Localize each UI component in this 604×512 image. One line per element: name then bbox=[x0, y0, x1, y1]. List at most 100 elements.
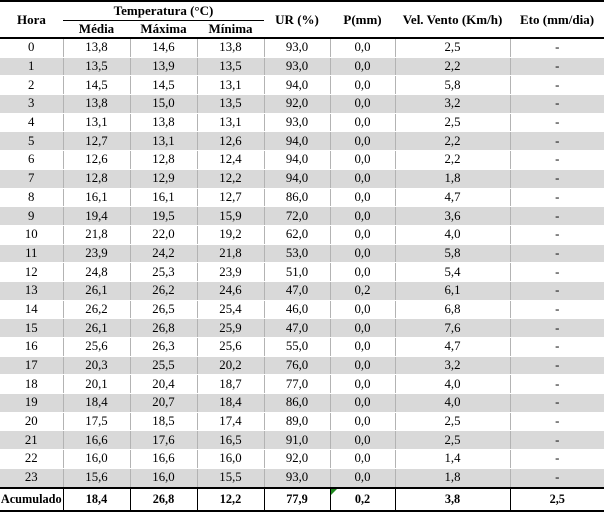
cell-eto: - bbox=[510, 356, 604, 376]
cell-p: 0,0 bbox=[330, 225, 396, 245]
cell-maxima: 26,2 bbox=[130, 281, 198, 301]
cell-ur: 92,0 bbox=[264, 449, 331, 469]
cell-eto: - bbox=[510, 468, 604, 489]
cell-minima: 25,4 bbox=[197, 300, 265, 320]
cell-minima: 12,6 bbox=[197, 131, 265, 152]
cell-eto: - bbox=[510, 430, 604, 451]
cell-eto: - bbox=[510, 113, 604, 133]
table-row: 6 12,6 12,8 12,4 94,0 0,0 2,2- bbox=[0, 150, 604, 170]
cell-hora: 16 bbox=[0, 337, 64, 357]
cell-maxima: 14,6 bbox=[130, 38, 198, 58]
cell-eto: - bbox=[510, 169, 604, 189]
cell-media: 16,6 bbox=[63, 430, 131, 451]
acumulado-label: Acumulado bbox=[0, 486, 64, 511]
cell-ur: 89,0 bbox=[264, 412, 331, 432]
cell-hora: 19 bbox=[0, 393, 64, 413]
cell-ur: 62,0 bbox=[264, 225, 331, 245]
cell-vento: 1,8 bbox=[395, 468, 511, 489]
cell-eto: - bbox=[510, 393, 604, 413]
cell-ur: 47,0 bbox=[264, 281, 331, 301]
cell-p: 0,0 bbox=[330, 150, 396, 170]
cell-minima: 12,2 bbox=[197, 169, 265, 189]
cell-vento: 2,5 bbox=[395, 38, 511, 58]
table-row: 17 20,3 25,5 20,2 76,0 0,0 3,2- bbox=[0, 356, 604, 376]
cell-ur: 86,0 bbox=[264, 188, 331, 208]
cell-minima: 13,1 bbox=[197, 113, 265, 133]
col-header-temperatura-group: Temperatura (°C) bbox=[63, 1, 265, 21]
table-row: 22 16,0 16,6 16,0 92,0 0,0 1,4- bbox=[0, 449, 604, 469]
cell-ur: 91,0 bbox=[264, 430, 331, 451]
cell-minima: 13,1 bbox=[197, 75, 265, 96]
cell-eto: - bbox=[510, 150, 604, 170]
cell-hora: 2 bbox=[0, 75, 64, 96]
cell-maxima: 13,9 bbox=[130, 57, 198, 77]
table-row: 11 23,9 24,2 21,8 53,0 0,0 5,8- bbox=[0, 244, 604, 264]
cell-p: 0,0 bbox=[330, 113, 396, 133]
cell-hora: 6 bbox=[0, 150, 64, 170]
cell-eto: - bbox=[510, 318, 604, 338]
cell-eto: - bbox=[510, 57, 604, 77]
cell-p: 0,0 bbox=[330, 374, 396, 395]
acumulado-vel-vento: 3,8 bbox=[395, 486, 511, 511]
cell-maxima: 16,0 bbox=[130, 468, 198, 489]
cell-ur: 93,0 bbox=[264, 57, 331, 77]
cell-media: 13,8 bbox=[63, 38, 131, 58]
cell-vento: 2,2 bbox=[395, 150, 511, 170]
cell-p: 0,0 bbox=[330, 300, 396, 320]
table-row: 15 26,1 26,8 25,9 47,0 0,0 7,6- bbox=[0, 318, 604, 338]
cell-hora: 11 bbox=[0, 244, 64, 264]
cell-hora: 15 bbox=[0, 318, 64, 338]
cell-media: 26,1 bbox=[63, 281, 131, 301]
table-footer: Acumulado 18,4 26,8 12,2 77,9 0,2 3,8 2,… bbox=[0, 486, 604, 511]
table-row: 10 21,8 22,0 19,2 62,0 0,0 4,0- bbox=[0, 225, 604, 245]
cell-vento: 7,6 bbox=[395, 318, 511, 338]
cell-eto: - bbox=[510, 449, 604, 469]
table-row: 20 17,5 18,5 17,4 89,0 0,0 2,5- bbox=[0, 412, 604, 432]
cell-vento: 5,8 bbox=[395, 75, 511, 96]
cell-maxima: 20,4 bbox=[130, 374, 198, 395]
cell-ur: 92,0 bbox=[264, 94, 331, 114]
cell-media: 12,8 bbox=[63, 169, 131, 189]
col-header-maxima: Máxima bbox=[140, 21, 187, 36]
cell-minima: 12,4 bbox=[197, 150, 265, 170]
cell-minima: 16,5 bbox=[197, 430, 265, 451]
cell-media: 13,5 bbox=[63, 57, 131, 77]
cell-hora: 3 bbox=[0, 94, 64, 114]
cell-ur: 93,0 bbox=[264, 468, 331, 489]
acumulado-minima: 12,2 bbox=[197, 486, 265, 511]
cell-p: 0,0 bbox=[330, 356, 396, 376]
cell-maxima: 25,3 bbox=[130, 262, 198, 282]
acumulado-media: 18,4 bbox=[63, 486, 131, 511]
cell-hora: 10 bbox=[0, 225, 64, 245]
table-row: 5 12,7 13,1 12,6 94,0 0,0 2,2- bbox=[0, 131, 604, 152]
cell-hora: 21 bbox=[0, 430, 64, 451]
cell-vento: 4,0 bbox=[395, 225, 511, 245]
cell-media: 13,8 bbox=[63, 94, 131, 114]
col-header-p: P(mm) bbox=[343, 11, 382, 27]
cell-maxima: 13,8 bbox=[130, 113, 198, 133]
cell-hora: 8 bbox=[0, 188, 64, 208]
cell-eto: - bbox=[510, 206, 604, 226]
cell-media: 21,8 bbox=[63, 225, 131, 245]
cell-p: 0,0 bbox=[330, 393, 396, 413]
table-row: 16 25,6 26,3 25,6 55,0 0,0 4,7- bbox=[0, 337, 604, 357]
cell-eto: - bbox=[510, 337, 604, 357]
cell-media: 19,4 bbox=[63, 206, 131, 226]
col-header-minima: Mínima bbox=[208, 21, 253, 36]
cell-hora: 1 bbox=[0, 57, 64, 77]
cell-eto: - bbox=[510, 225, 604, 245]
cell-maxima: 26,3 bbox=[130, 337, 198, 357]
cell-p: 0,0 bbox=[330, 449, 396, 469]
cell-hora: 20 bbox=[0, 412, 64, 432]
cell-p: 0,0 bbox=[330, 169, 396, 189]
cell-minima: 15,9 bbox=[197, 206, 265, 226]
table-row: 2 14,5 14,5 13,1 94,0 0,0 5,8- bbox=[0, 75, 604, 96]
cell-maxima: 24,2 bbox=[130, 244, 198, 264]
cell-eto: - bbox=[510, 244, 604, 264]
cell-vento: 6,1 bbox=[395, 281, 511, 301]
cell-maxima: 22,0 bbox=[130, 225, 198, 245]
cell-ur: 94,0 bbox=[264, 75, 331, 96]
cell-ur: 47,0 bbox=[264, 318, 331, 338]
col-header-media: Média bbox=[78, 21, 115, 36]
cell-eto: - bbox=[510, 131, 604, 152]
